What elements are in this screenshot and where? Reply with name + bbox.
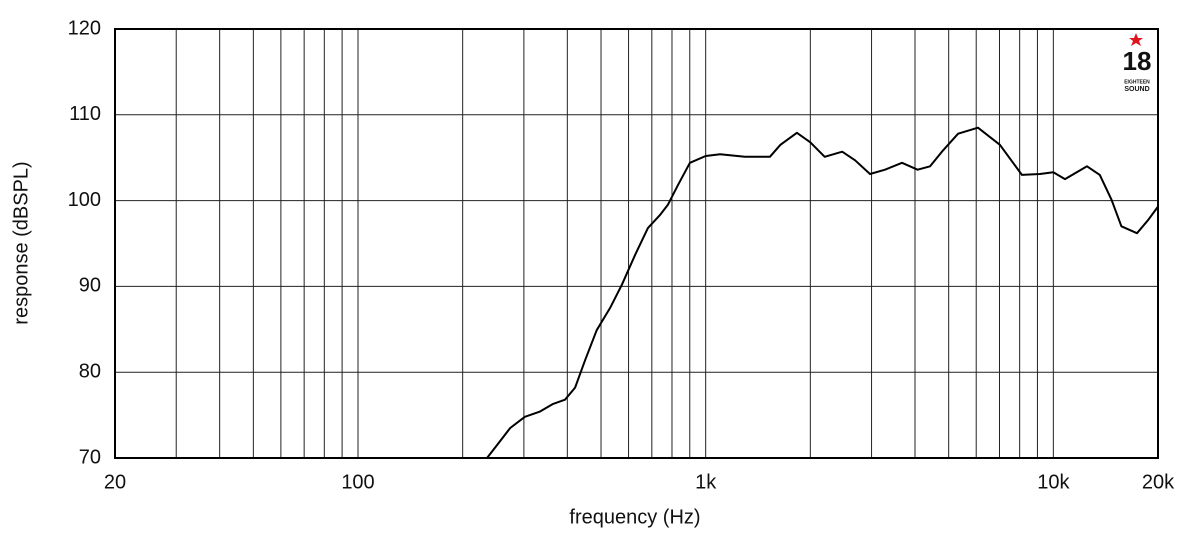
response-line <box>486 126 1159 459</box>
y-tick-label: 90 <box>79 275 101 297</box>
logo-number: 18 <box>1123 46 1152 76</box>
x-tick-label: 10k <box>1037 471 1070 493</box>
x-axis-label: frequency (Hz) <box>569 506 700 528</box>
plot-frame <box>114 28 1159 459</box>
y-axis-label: response (dBSPL) <box>10 161 32 324</box>
logo-line1: EIGHTEEN <box>1124 79 1150 85</box>
x-tick-label: 1k <box>695 471 717 493</box>
y-tick-label: 80 <box>79 360 101 382</box>
x-tick-label: 20k <box>1142 471 1175 493</box>
y-tick-label: 100 <box>68 189 101 211</box>
y-tick-label: 120 <box>68 17 101 39</box>
logo-star <box>1129 33 1143 46</box>
y-tick-label: 110 <box>69 103 101 125</box>
y-tick-label: 70 <box>79 446 101 468</box>
logo-line2: SOUND <box>1124 86 1149 93</box>
x-tick-label: 100 <box>341 471 374 493</box>
x-tick-label: 20 <box>104 471 126 493</box>
